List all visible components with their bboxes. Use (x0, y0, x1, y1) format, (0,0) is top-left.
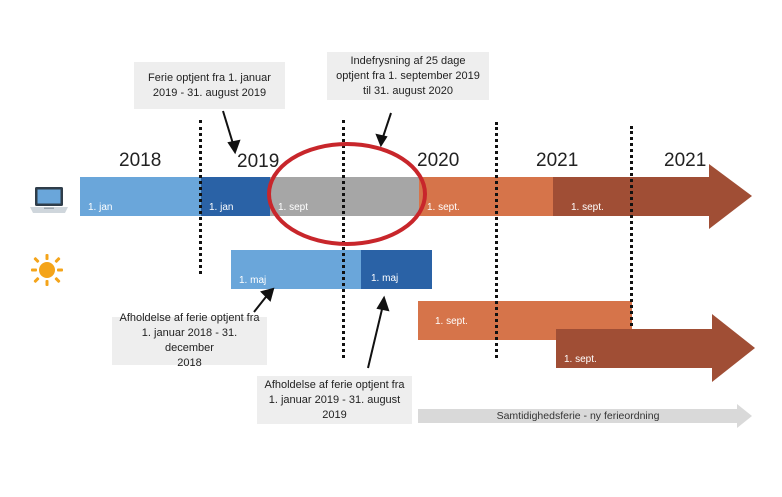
callout-text: Ferie optjent fra 1. januar 2019 - 31. a… (148, 71, 271, 99)
callout-text: Afholdelse af ferie optjent fra 1. janua… (119, 312, 260, 369)
callout-usage-2019: Afholdelse af ferie optjent fra 1. janua… (257, 376, 412, 424)
callout-freeze: Indefrysning af 25 dage optjent fra 1. s… (327, 52, 489, 100)
year-label: 2018 (119, 150, 162, 171)
segment-label: 1. sept. (564, 354, 597, 365)
pointer-arrow (367, 295, 390, 369)
divider-dotted (342, 120, 345, 358)
year-label: 2021 (664, 150, 707, 171)
segment-label: 1. sept. (435, 316, 468, 327)
segment-label: 1. jan (88, 202, 113, 213)
timeline-segment-2018: 1. jan (80, 177, 201, 216)
concurrent-arrow-label: Samtidighedsferie - ny ferieordning (496, 410, 660, 422)
divider-dotted (495, 122, 498, 358)
sun-icon (31, 254, 63, 286)
callout-text: Indefrysning af 25 dage optjent fra 1. s… (336, 54, 480, 97)
main-arrow-head (709, 164, 752, 229)
brown-arrow-head (712, 314, 755, 382)
timeline-segment-2020: 1. sept. (419, 177, 553, 216)
year-label: 2019 (237, 151, 280, 172)
concurrent-arrow (418, 404, 752, 428)
timeline-segment-2019: 1. jan (201, 177, 270, 216)
laptop-icon (30, 187, 68, 213)
segment-label: 1. sept. (427, 202, 460, 213)
new-scheme-brown-bar: 1. sept. (556, 329, 712, 368)
callout-earned-2019: Ferie optjent fra 1. januar 2019 - 31. a… (134, 62, 285, 109)
callout-text: Afholdelse af ferie optjent fra 1. janua… (264, 378, 405, 421)
segment-label: 1. sept. (571, 202, 604, 213)
segment-label: 1. sept (278, 202, 309, 213)
segment-label: 1. maj (239, 275, 267, 286)
callout-usage-2018: Afholdelse af ferie optjent fra 1. janua… (112, 312, 267, 369)
year-label: 2020 (417, 150, 460, 171)
year-label: 2021 (536, 150, 579, 171)
pointer-arrow (222, 110, 241, 155)
divider-dotted (199, 120, 202, 274)
freeze-highlight-circle (267, 142, 427, 246)
segment-label: 1. maj (371, 273, 399, 284)
usage-segment-2018: 1. maj (231, 250, 361, 289)
pointer-arrow (253, 287, 275, 313)
divider-dotted (630, 126, 633, 326)
segment-label: 1. jan (209, 202, 234, 213)
usage-segment-2019: 1. maj (361, 250, 432, 289)
pointer-arrow (375, 112, 392, 148)
